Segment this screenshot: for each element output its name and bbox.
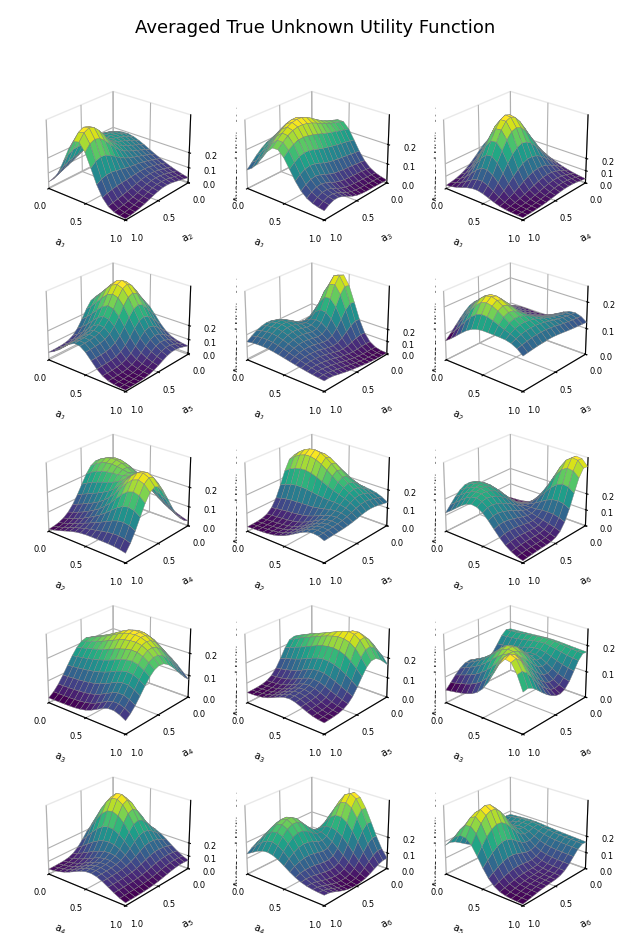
- X-axis label: a$_2$: a$_2$: [450, 579, 465, 594]
- Y-axis label: a$_6$: a$_6$: [577, 745, 594, 760]
- X-axis label: a$_2$: a$_2$: [450, 408, 465, 424]
- Y-axis label: a$_2$: a$_2$: [180, 230, 196, 246]
- Y-axis label: a$_6$: a$_6$: [577, 915, 594, 932]
- X-axis label: a$_4$: a$_4$: [52, 922, 68, 933]
- X-axis label: a$_3$: a$_3$: [52, 750, 68, 766]
- Y-axis label: a$_3$: a$_3$: [379, 230, 395, 246]
- Y-axis label: a$_6$: a$_6$: [379, 401, 395, 418]
- Y-axis label: a$_4$: a$_4$: [180, 573, 196, 590]
- X-axis label: a$_3$: a$_3$: [450, 750, 465, 766]
- Y-axis label: a$_6$: a$_6$: [577, 573, 594, 590]
- Y-axis label: a$_4$: a$_4$: [180, 745, 196, 760]
- Y-axis label: a$_6$: a$_6$: [379, 915, 395, 932]
- X-axis label: a$_1$: a$_1$: [52, 408, 68, 424]
- X-axis label: a$_4$: a$_4$: [251, 922, 266, 933]
- X-axis label: a$_1$: a$_1$: [251, 408, 266, 424]
- Y-axis label: a$_5$: a$_5$: [180, 401, 196, 418]
- X-axis label: a$_1$: a$_1$: [52, 236, 68, 252]
- X-axis label: a$_2$: a$_2$: [251, 579, 266, 594]
- X-axis label: a$_1$: a$_1$: [450, 236, 465, 252]
- X-axis label: a$_2$: a$_2$: [52, 579, 68, 594]
- Y-axis label: a$_3$: a$_3$: [577, 401, 594, 418]
- X-axis label: a$_1$: a$_1$: [251, 236, 266, 252]
- X-axis label: a$_3$: a$_3$: [251, 750, 266, 766]
- X-axis label: a$_5$: a$_5$: [450, 922, 465, 933]
- Y-axis label: a$_4$: a$_4$: [577, 230, 594, 246]
- Y-axis label: a$_5$: a$_5$: [379, 745, 395, 760]
- Y-axis label: a$_5$: a$_5$: [379, 573, 395, 589]
- Text: Averaged True Unknown Utility Function: Averaged True Unknown Utility Function: [136, 19, 495, 36]
- Y-axis label: a$_5$: a$_5$: [180, 916, 196, 932]
